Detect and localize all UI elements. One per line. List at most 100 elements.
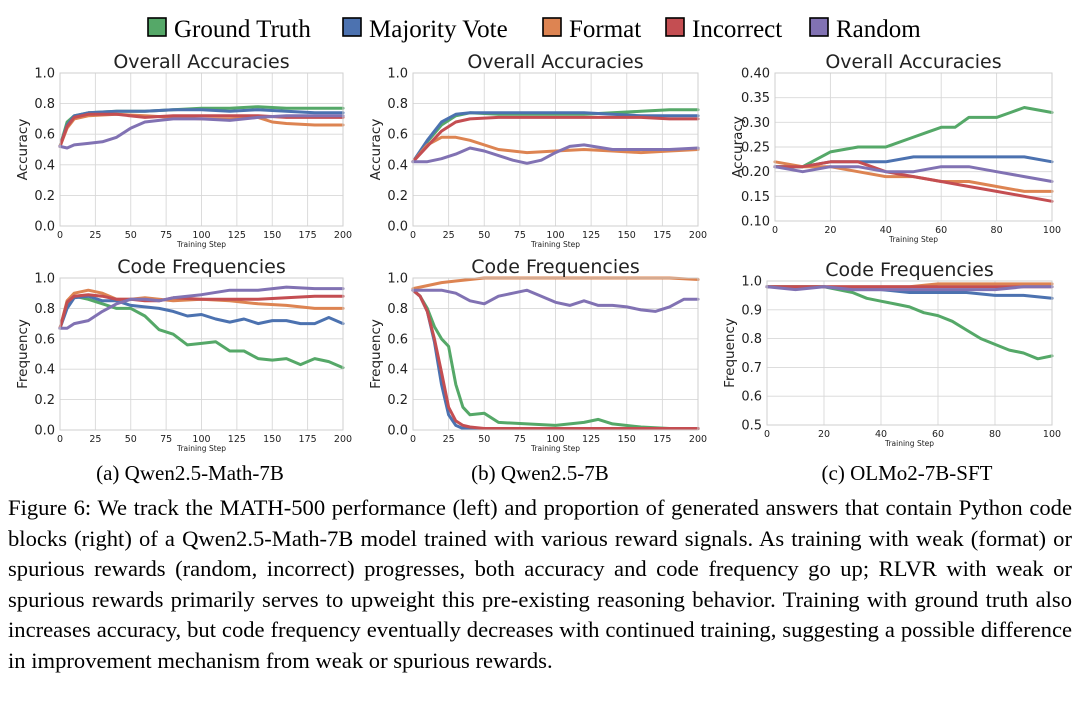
- chart-panels: 0.00.20.40.60.81.00 25 50 75 100 125 150 175 200…: [15, 51, 1061, 453]
- x-tick-label: 25: [89, 434, 101, 445]
- x-tick-label: 100: [192, 434, 210, 445]
- series-line: [411, 115, 700, 164]
- x-tick-label: 0: [772, 225, 778, 236]
- chart-panel: 0.0 0.2 0.4 0.6 0.8 1.0 0 25 50 75 100 125 150 175 200…: [15, 256, 352, 453]
- subfigure-label-b: (b) Qwen2.5-7B: [471, 461, 609, 485]
- y-tick-label: 0.15: [741, 190, 770, 205]
- y-tick-label: 0.7: [741, 361, 762, 376]
- y-tick-label: 0.8: [34, 97, 55, 112]
- plot-frame: [766, 280, 1053, 426]
- y-tick-label: 1.0: [34, 67, 55, 82]
- x-tick-label: 200: [689, 230, 707, 241]
- legend-swatch: [542, 17, 562, 37]
- y-tick-label: 1.0: [741, 275, 762, 290]
- x-tick-label: 20: [818, 429, 830, 440]
- legend-label: Random: [836, 16, 921, 43]
- x-tick-label: 100: [546, 434, 564, 445]
- x-tick-label: 60: [935, 225, 947, 236]
- chart-title: Overall Accuracies: [113, 51, 289, 73]
- x-tick-label: 40: [875, 429, 887, 440]
- y-tick-label: 0.25: [741, 141, 770, 156]
- x-tick-label: 50: [478, 230, 490, 241]
- y-tick-label: 1.0: [387, 67, 408, 82]
- x-axis-label: Training Step: [176, 444, 226, 453]
- y-tick-label: 0.40: [741, 67, 770, 82]
- x-tick-label: 125: [228, 434, 246, 445]
- x-tick-label: 75: [514, 230, 526, 241]
- plot-frame: [412, 277, 699, 431]
- chart-panel: 0.0 0.2 0.4 0.6 0.8 1.0 0 25 50 75 100 125 150 175 200…: [15, 51, 352, 249]
- subfigure-label-c: (c) OLMo2-7B-SFT: [822, 461, 993, 485]
- x-tick-label: 75: [160, 434, 172, 445]
- x-axis-label: Training Step: [530, 444, 580, 453]
- x-tick-label: 25: [443, 434, 455, 445]
- x-tick-label: 20: [824, 225, 836, 236]
- y-tick-label: 0.6: [741, 390, 762, 405]
- legend-swatch: [665, 17, 685, 37]
- y-tick-label: 0.8: [34, 302, 55, 317]
- y-tick-label: 0.0: [387, 220, 408, 235]
- x-tick-label: 100: [1043, 429, 1061, 440]
- legend: Ground Truth Majority Vote Format Incorrect…: [147, 16, 921, 43]
- y-axis-label: Frequency: [15, 319, 31, 389]
- x-tick-label: 40: [880, 225, 892, 236]
- series-line: [58, 112, 345, 148]
- x-tick-label: 175: [653, 434, 671, 445]
- series-line: [411, 288, 700, 430]
- y-tick-label: 0.2: [34, 189, 55, 204]
- x-tick-label: 150: [618, 230, 636, 241]
- series-line: [58, 294, 345, 330]
- x-tick-label: 100: [192, 230, 210, 241]
- x-tick-label: 0: [764, 429, 770, 440]
- series-line: [773, 106, 1054, 169]
- y-tick-label: 0.35: [741, 91, 770, 106]
- x-tick-label: 100: [546, 230, 564, 241]
- series-line: [58, 114, 345, 150]
- y-tick-label: 0.8: [387, 97, 408, 112]
- plot-frame: [59, 277, 344, 431]
- legend-label: Majority Vote: [369, 16, 508, 43]
- x-tick-label: 50: [125, 230, 137, 241]
- y-tick-label: 0.0: [34, 424, 55, 439]
- x-tick-label: 80: [991, 225, 1003, 236]
- series-line: [58, 108, 345, 148]
- x-axis-label: Training Step: [884, 439, 934, 448]
- x-tick-label: 175: [653, 230, 671, 241]
- plot-frame: [59, 72, 344, 227]
- x-tick-label: 50: [125, 434, 137, 445]
- y-tick-label: 0.20: [741, 165, 770, 180]
- y-axis-label: Frequency: [368, 319, 384, 389]
- x-tick-label: 25: [443, 230, 455, 241]
- series-line: [411, 135, 700, 164]
- y-tick-label: 1.0: [387, 272, 408, 287]
- legend-swatch: [147, 17, 167, 37]
- y-tick-label: 0.6: [34, 332, 55, 347]
- y-tick-label: 0.2: [34, 393, 55, 408]
- x-tick-label: 125: [582, 434, 600, 445]
- series-line: [773, 160, 1054, 203]
- y-axis-label: Accuracy: [368, 119, 384, 181]
- series-line: [411, 288, 700, 430]
- y-axis-label: Frequency: [722, 318, 738, 388]
- x-tick-label: 25: [89, 230, 101, 241]
- x-tick-label: 125: [228, 230, 246, 241]
- chart-title: Code Frequencies: [825, 259, 993, 281]
- y-tick-label: 0.4: [34, 158, 55, 173]
- y-tick-label: 0.2: [387, 189, 408, 204]
- chart-title: Code Frequencies: [471, 256, 639, 278]
- plot-frame: [774, 72, 1053, 222]
- series-line: [411, 143, 700, 165]
- series-line: [58, 294, 345, 370]
- x-tick-label: 125: [582, 230, 600, 241]
- x-tick-label: 0: [410, 230, 416, 241]
- y-tick-label: 0.8: [387, 302, 408, 317]
- series-line: [58, 285, 345, 330]
- figure-caption: Figure 6: We track the MATH-500 performa…: [8, 495, 1072, 673]
- x-axis-label: Training Step: [176, 240, 226, 249]
- subfigure-label-a: (a) Qwen2.5-Math-7B: [96, 461, 284, 485]
- series-line: [411, 288, 700, 313]
- legend-swatch: [809, 17, 829, 37]
- chart-title: Code Frequencies: [117, 256, 285, 278]
- x-tick-label: 150: [263, 230, 281, 241]
